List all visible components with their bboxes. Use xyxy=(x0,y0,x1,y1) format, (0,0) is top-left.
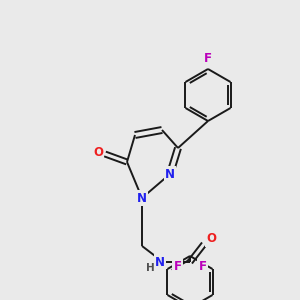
Text: F: F xyxy=(173,260,181,274)
Text: H: H xyxy=(146,263,154,273)
Text: O: O xyxy=(206,232,216,245)
Text: O: O xyxy=(93,146,103,158)
Text: F: F xyxy=(199,260,206,274)
Text: N: N xyxy=(165,167,175,181)
Text: F: F xyxy=(204,52,212,65)
Text: N: N xyxy=(137,191,147,205)
Text: N: N xyxy=(155,256,165,268)
